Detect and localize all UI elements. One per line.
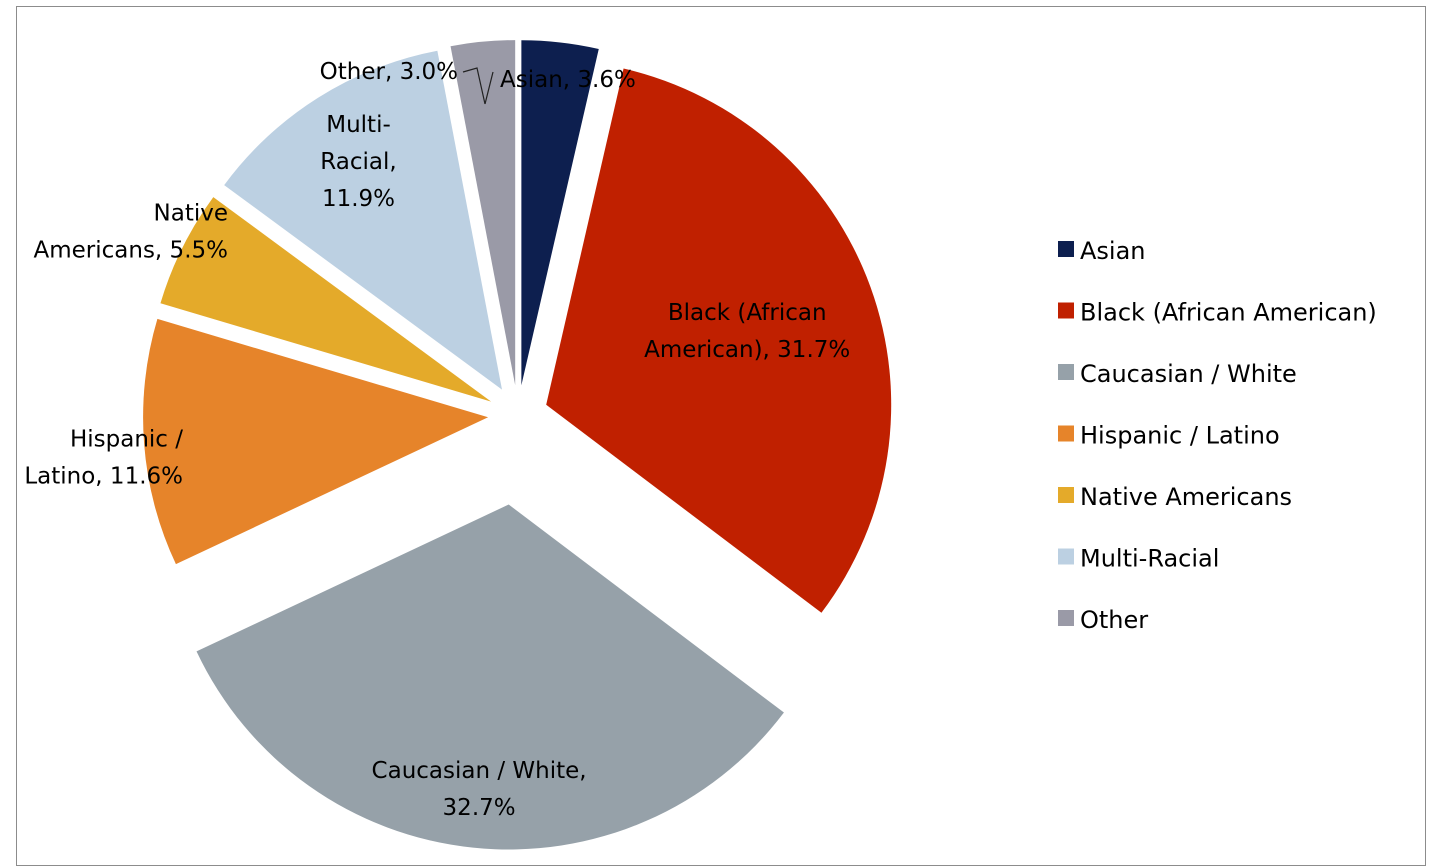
legend-swatch-asian [1058,241,1074,257]
data-label-other: Other, 3.0% [320,59,458,85]
slice-labels: Asian, 3.6% Black (African American), 31.7… [24,59,850,821]
data-label-native-americans: Native Americans, 5.5% [34,200,229,263]
data-label-caucasian-white: Caucasian / White, 32.7% [372,757,587,820]
pie-slice-hispanic-latino [143,318,489,565]
leader-line-other [462,67,486,105]
legend-label-asian: Asian [1080,237,1146,265]
pie-slice-caucasian-white [196,504,784,850]
legend-swatch-caucasian-white [1058,364,1074,380]
legend-label-native-americans: Native Americans [1080,483,1292,511]
data-label-hispanic-latino: Hispanic / Latino, 11.6% [24,426,183,489]
legend-swatch-multi-racial [1058,548,1074,565]
leader-line-asian [484,71,494,105]
legend-label-other: Other [1080,606,1148,634]
data-label-multi-racial: Multi-Racial, 11.9% [320,112,396,212]
legend-item-asian: Asian [1058,237,1146,265]
legend-swatch-hispanic-latino [1058,425,1074,442]
legend-swatch-other [1058,610,1074,626]
legend-label-multi-racial: Multi-Racial [1080,545,1219,573]
pie-slice-other [450,40,516,386]
data-label-black-african-american: Black (African American), 31.7% [644,300,850,363]
legend: Asian Black (African American) Caucasian /… [1058,237,1377,634]
legend-swatch-native-americans [1058,487,1074,503]
pie-slice-multi-racial [224,50,503,390]
legend-label-black-african-american: Black (African American) [1080,299,1377,327]
pie-slice-black-african-american [546,68,892,613]
legend-label-caucasian-white: Caucasian / White [1080,360,1297,388]
legend-swatch-black-african-american [1058,302,1074,319]
pie-slice-native-americans [160,197,492,402]
data-label-asian: Asian, 3.6% [500,67,636,93]
legend-item-black-african-american: Black (African American) [1058,299,1377,327]
legend-item-multi-racial: Multi-Racial [1058,545,1219,573]
legend-label-hispanic-latino: Hispanic / Latino [1080,422,1280,450]
legend-item-caucasian-white: Caucasian / White [1058,360,1297,388]
pie-slice-asian [521,40,599,386]
pie-slices [143,40,892,850]
legend-item-hispanic-latino: Hispanic / Latino [1058,422,1280,450]
legend-item-other: Other [1058,606,1148,634]
legend-item-native-americans: Native Americans [1058,483,1292,511]
